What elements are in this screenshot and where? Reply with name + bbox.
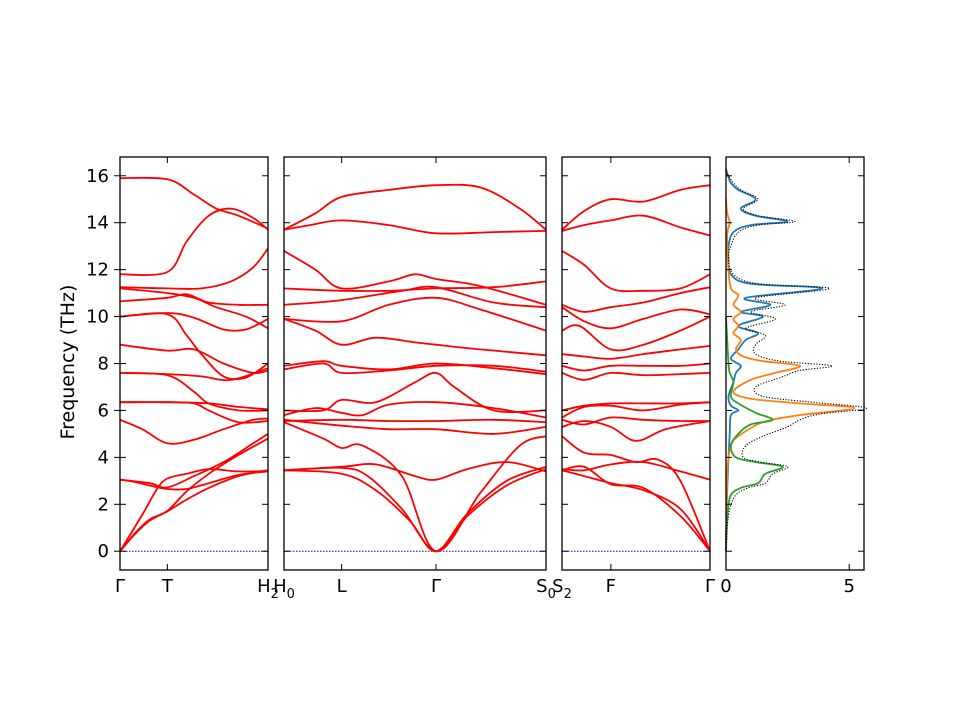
band-line-10	[561, 345, 711, 360]
x-tick-label: S2	[552, 576, 572, 602]
band-panel-gamma-t-h2: Γ T H2	[115, 156, 279, 602]
band-line-14	[119, 287, 269, 330]
band-line-4	[119, 433, 269, 489]
y-tick-label: 14	[86, 213, 109, 234]
band-line-7	[283, 371, 547, 414]
dos-series-1	[725, 199, 855, 552]
band-line-15	[283, 219, 547, 235]
band-line-6	[119, 401, 269, 424]
band-line-11	[561, 315, 711, 352]
band-line-5	[561, 416, 711, 426]
band-line-13	[561, 286, 711, 313]
y-tick-label: 16	[86, 166, 109, 187]
dos-x-tick-label: 0	[720, 576, 731, 597]
x-tick-label: H2	[257, 576, 279, 602]
band-line-2	[283, 461, 547, 481]
dos-frame	[725, 156, 865, 571]
band-line-10	[283, 318, 547, 357]
band-line-4	[561, 420, 711, 442]
band-line-15	[119, 247, 269, 290]
band-line-6	[561, 401, 711, 419]
x-tick-label: H0	[273, 576, 295, 602]
band-line-12	[119, 312, 269, 332]
panel-frame	[561, 156, 711, 571]
y-tick-label: 10	[86, 307, 109, 328]
x-tick-label: Γ	[431, 576, 441, 597]
y-tick-label: 6	[98, 400, 109, 421]
band-line-17	[119, 176, 269, 230]
x-tick-label: T	[161, 576, 174, 597]
y-tick-label: 12	[86, 260, 109, 281]
y-tick-label: 0	[98, 541, 109, 562]
band-line-7	[561, 401, 711, 412]
dos-series-2	[725, 316, 784, 552]
y-axis: 0 2 4 6 8 10 12 14 16	[86, 166, 120, 562]
band-line-16	[283, 183, 547, 231]
dos-series-3	[725, 168, 868, 552]
band-line-3	[561, 435, 711, 552]
band-line-15	[561, 214, 711, 237]
y-tick-label: 4	[98, 447, 109, 468]
band-panel-h0-l-gamma-s0: H0 L Γ S0	[273, 156, 556, 602]
band-line-1	[283, 465, 547, 553]
x-tick-label: Γ	[115, 576, 125, 597]
band-line-6	[283, 401, 547, 419]
band-line-3	[283, 421, 547, 553]
y-tick-label: 8	[98, 354, 109, 375]
band-line-12	[561, 306, 711, 330]
band-line-11	[119, 312, 269, 381]
band-line-8	[561, 371, 711, 381]
x-tick-label: S0	[536, 576, 556, 602]
band-line-5	[119, 417, 269, 445]
band-line-12	[283, 285, 547, 309]
y-tick-label: 2	[98, 494, 109, 515]
band-line-9	[119, 367, 269, 382]
band-line-5	[283, 418, 547, 424]
band-line-13	[283, 280, 547, 292]
band-line-3	[119, 468, 269, 552]
band-line-8	[119, 372, 269, 412]
x-tick-label: Γ	[705, 576, 715, 597]
band-line-16	[119, 207, 269, 276]
band-line-9	[283, 360, 547, 375]
band-line-8	[283, 362, 547, 375]
band-line-14	[283, 250, 547, 306]
band-line-7	[119, 401, 269, 411]
band-line-13	[119, 293, 269, 306]
dos-x-tick-label: 5	[843, 576, 854, 597]
band-line-14	[561, 250, 711, 293]
x-tick-label: F	[606, 576, 616, 597]
band-line-11	[283, 296, 547, 332]
band-line-2	[561, 460, 711, 481]
band-line-0	[561, 469, 711, 552]
band-line-10	[119, 343, 269, 375]
x-tick-label: L	[337, 576, 347, 597]
band-line-2	[119, 470, 269, 491]
band-line-4	[283, 418, 547, 435]
band-line-1	[119, 437, 269, 552]
band-line-9	[561, 362, 711, 372]
band-line-1	[561, 465, 711, 552]
band-panel-s2-f-gamma: S2 F Γ	[552, 156, 715, 602]
y-axis-title: Frequency (THz)	[57, 285, 79, 440]
band-line-16	[561, 184, 711, 231]
